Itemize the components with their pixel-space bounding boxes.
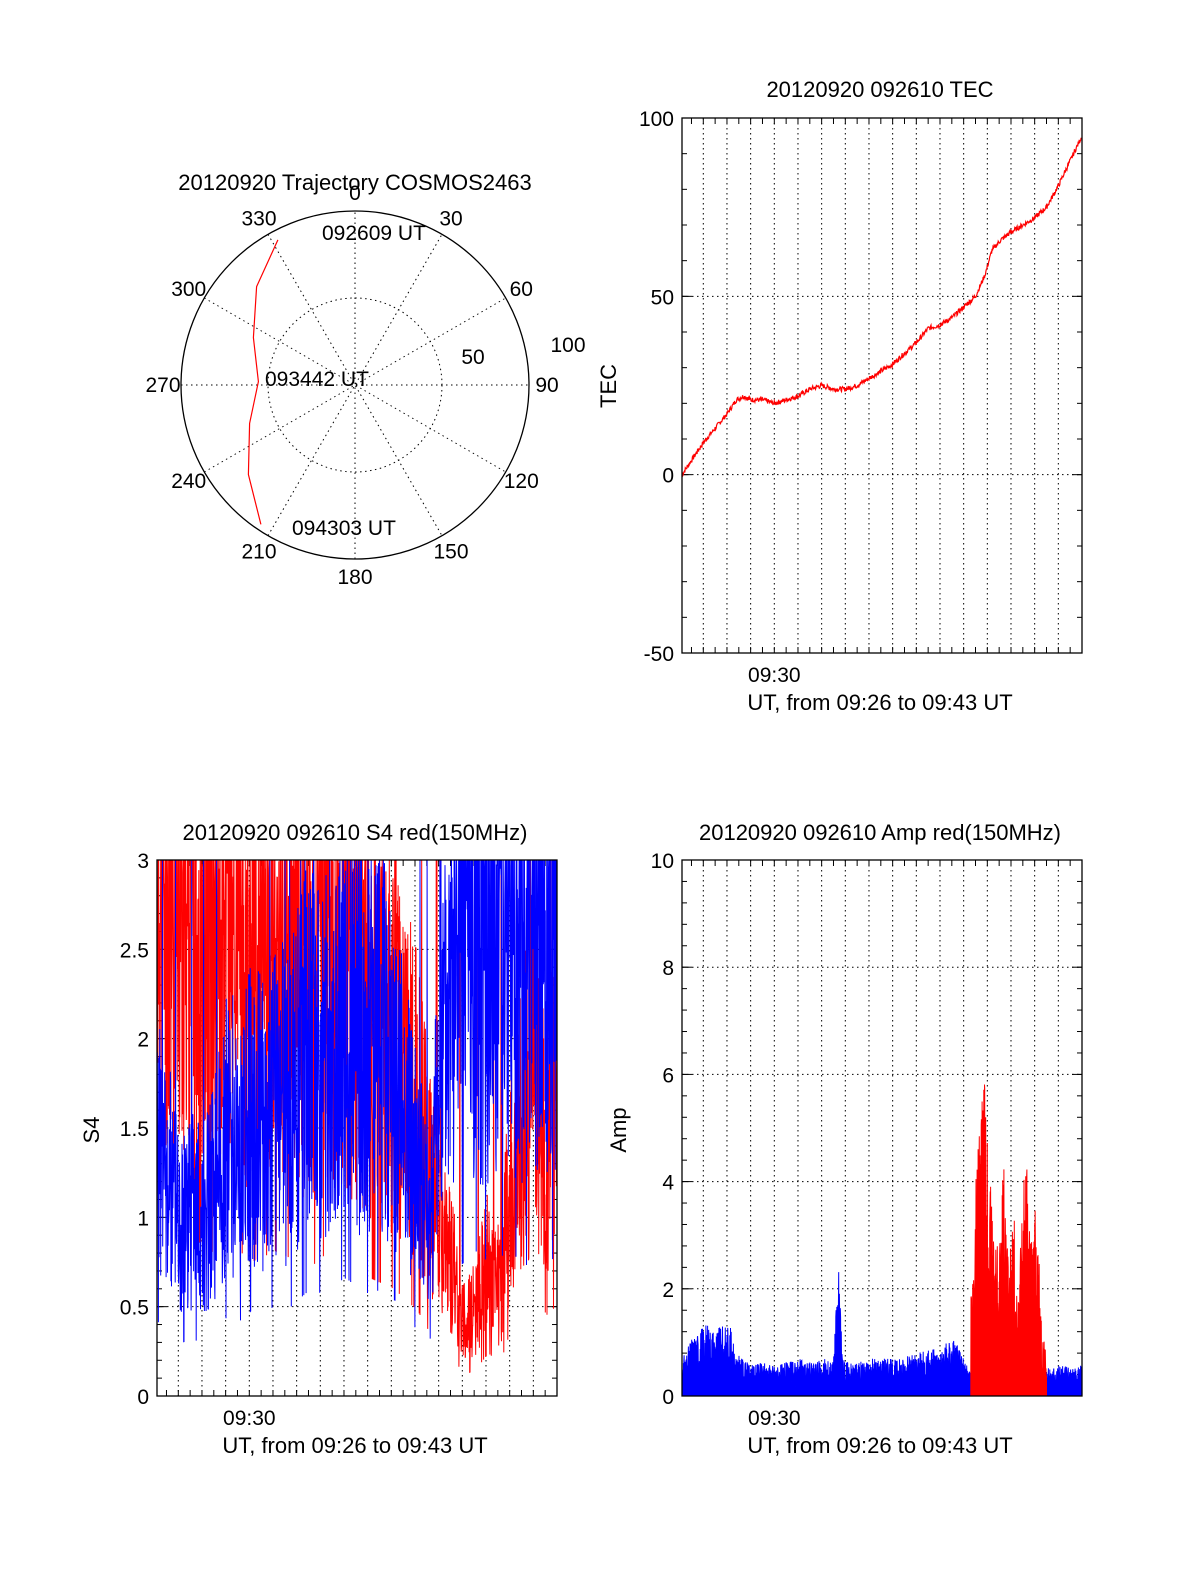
amp-plot-frame [681,859,1083,1397]
amp-red-series [970,1084,1047,1397]
tec-x-axis-label: UT, from 09:26 to 09:43 UT [747,690,1012,715]
polar-grid-spoke [204,297,506,473]
polar-angle-label: 240 [171,470,206,493]
polar-start-label: 092609 UT [322,222,426,245]
polar-grid-spoke [267,234,443,536]
s4-y-tick-labels: 0 0.5 1 1.5 2 2.5 3 [120,850,149,1409]
s4-title: 20120920 092610 S4 red(150MHz) [183,820,528,845]
s4-plot-frame [156,859,558,1397]
polar-angle-label: 270 [145,374,180,397]
s4-y-axis-label: S4 [79,1117,104,1144]
polar-angle-label: 90 [535,374,558,397]
polar-angle-label: 150 [433,540,468,563]
amp-ytick-label: 6 [662,1064,674,1087]
polar-angle-labels: 0 30 60 90 120 150 180 210 240 270 300 330 [145,182,558,589]
tec-y-axis-label: TEC [596,364,621,408]
amp-ytick-label: 10 [651,850,674,873]
polar-angle-label: 30 [439,208,462,231]
polar-end-label: 094303 UT [292,517,396,540]
polar-title: 20120920 Trajectory COSMOS2463 [178,170,531,195]
amp-panel: 20120920 092610 Amp red(150MHz) 0246810 … [606,820,1083,1458]
tec-x-tick-label: 09:30 [748,664,801,687]
polar-angle-label: 210 [241,540,276,563]
polar-radial-label-50: 50 [461,346,484,369]
polar-angle-label: 330 [241,208,276,231]
amp-ytick-label: 2 [662,1279,674,1302]
polar-mid-label: 093442 UT [265,368,369,391]
polar-angle-label: 0 [349,182,361,205]
tec-ytick-label: -50 [644,643,674,666]
amp-y-axis-label: Amp [606,1107,631,1152]
polar-outer-circle [180,210,530,560]
polar-angle-label: 60 [510,278,533,301]
amp-ytick-label: 0 [662,1386,674,1409]
polar-grid [181,211,529,559]
amp-y-tick-labels: 0 2 4 6 8 10 [651,850,675,1409]
s4-panel: 20120920 092610 S4 red(150MHz) 0 0.5 1 1.5 2… [79,820,558,1458]
s4-ytick-label: 0.5 [120,1297,149,1320]
tec-ytick-label: 0 [662,465,674,488]
s4-ytick-label: 2.5 [120,939,149,962]
amp-x-axis-label: UT, from 09:26 to 09:43 UT [747,1433,1012,1458]
s4-ytick-label: 1 [137,1207,149,1230]
s4-x-tick-label: 09:30 [223,1407,276,1430]
polar-angle-label: 120 [504,470,539,493]
tec-ytick-label: 100 [639,108,674,131]
s4-ytick-label: 1.5 [120,1118,149,1141]
s4-ytick-label: 0 [137,1386,149,1409]
s4-x-axis-label: UT, from 09:26 to 09:43 UT [222,1433,487,1458]
tec-y-tick-labels: -50 0 50 100 [639,108,674,666]
tec-grid [682,117,1083,654]
polar-radial-label-100: 100 [550,334,585,357]
polar-trajectory-line [247,239,279,525]
polar-panel: 20120920 Trajectory COSMOS2463 0 30 60 90 12… [145,170,585,589]
polar-angle-label: 180 [337,566,372,589]
polar-angle-label: 300 [171,278,206,301]
tec-panel: 20120920 092610 TEC -50 0 50 100 09:30 UT, … [596,77,1083,715]
tec-title: 20120920 092610 TEC [766,77,993,102]
amp-x-tick-label: 09:30 [748,1407,801,1430]
s4-blue-series [156,859,558,1343]
s4-ytick-label: 2 [137,1029,149,1052]
tec-ytick-label: 50 [651,286,674,309]
amp-ytick-label: 8 [662,957,674,980]
tec-series-line [681,137,1083,478]
tec-plot-frame [681,117,1083,654]
s4-ytick-label: 3 [137,850,149,873]
polar-grid-spoke [204,297,506,473]
polar-grid-spoke [267,234,443,536]
amp-ytick-label: 4 [662,1172,674,1195]
amp-title: 20120920 092610 Amp red(150MHz) [699,820,1061,845]
